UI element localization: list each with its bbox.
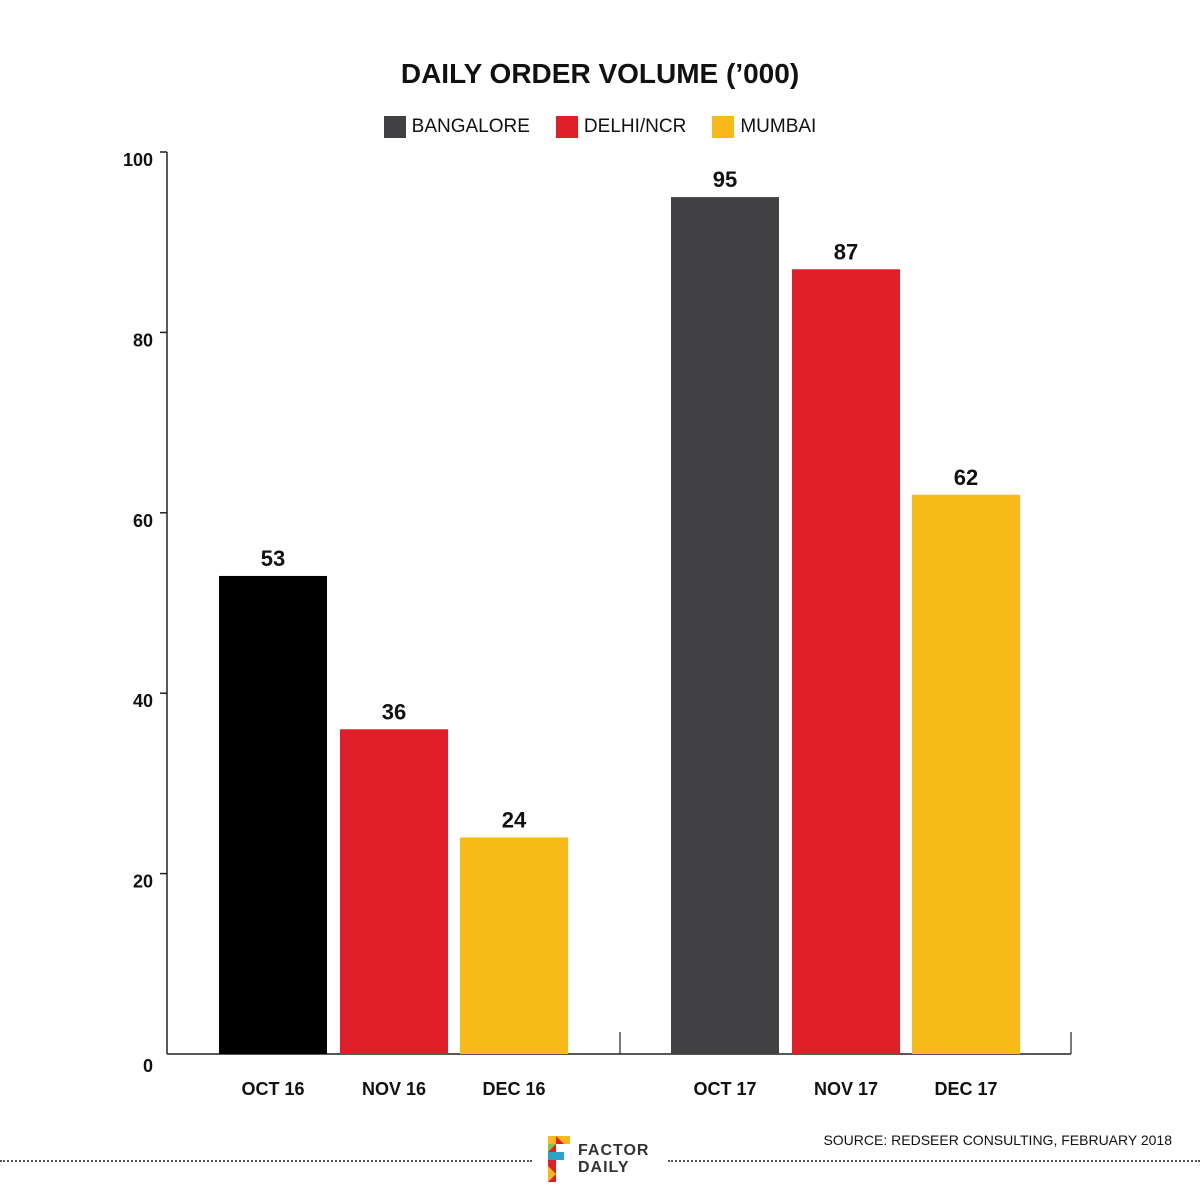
- bar-value-label: 53: [261, 546, 285, 571]
- logo-text-factor: FACTOR: [578, 1142, 650, 1159]
- logo-wordmark: FACTOR DAILY: [578, 1142, 649, 1176]
- footer-divider-left: [0, 1160, 532, 1162]
- y-tick-label-20: 20: [133, 872, 153, 892]
- bar-value-label: 62: [954, 465, 978, 490]
- x-tick-label: OCT 16: [241, 1079, 304, 1099]
- footer-divider-right: [668, 1160, 1200, 1162]
- logo-text-daily: DAILY: [578, 1159, 630, 1176]
- bar-nov-17: [792, 269, 900, 1054]
- chart-title: DAILY ORDER VOLUME (’000): [400, 58, 800, 89]
- legend-label-bangalore: BANGALORE: [411, 116, 530, 137]
- bar-oct-17: [671, 197, 779, 1055]
- y-tick-label-100: 100: [123, 150, 153, 170]
- y-tick-label-0: 0: [143, 1056, 153, 1076]
- bar-oct-16: [219, 575, 327, 1054]
- y-tick-label-40: 40: [133, 691, 153, 711]
- bar-value-label: 24: [502, 808, 527, 833]
- legend-item-mumbai: MUMBAI: [712, 116, 816, 138]
- source-note: SOURCE: REDSEER CONSULTING, FEBRUARY 201…: [823, 1132, 1172, 1148]
- x-tick-label: NOV 16: [362, 1079, 426, 1099]
- x-tick-label: DEC 17: [934, 1079, 997, 1099]
- x-tick-label: NOV 17: [814, 1079, 878, 1099]
- footer: FACTOR DAILY SOURCE: REDSEER CONSULTING,…: [0, 1128, 1200, 1188]
- bar-dec-16: [460, 837, 568, 1054]
- legend-item-delhi-ncr: DELHI/NCR: [555, 116, 687, 138]
- bar-value-label: 87: [834, 239, 858, 264]
- bar-chart: 0 20 40 60 80 100 53 OCT 16 36 NOV 16 24 DEC 16 95 OC…: [123, 150, 1072, 1099]
- factor-daily-logo-icon: [548, 1136, 570, 1182]
- x-tick-label: OCT 17: [693, 1079, 756, 1099]
- legend-label-mumbai: MUMBAI: [740, 116, 817, 137]
- bar-nov-16: [340, 729, 448, 1054]
- legend-swatch-bangalore: [383, 116, 406, 138]
- bar-value-label: 36: [382, 699, 406, 724]
- chart-legend: BANGALORE DELHI/NCR MUMBAI: [0, 116, 1200, 138]
- x-tick-label: DEC 16: [482, 1079, 545, 1099]
- bar-dec-17: [912, 494, 1020, 1054]
- bar-value-label: 95: [713, 167, 737, 192]
- legend-label-delhi-ncr: DELHI/NCR: [583, 116, 687, 137]
- factor-daily-logo: FACTOR DAILY: [548, 1136, 649, 1182]
- y-tick-label-60: 60: [133, 511, 153, 531]
- legend-swatch-mumbai: [712, 116, 735, 138]
- y-tick-label-80: 80: [133, 330, 153, 350]
- legend-item-bangalore: BANGALORE: [383, 116, 530, 138]
- legend-swatch-delhi-ncr: [555, 116, 578, 138]
